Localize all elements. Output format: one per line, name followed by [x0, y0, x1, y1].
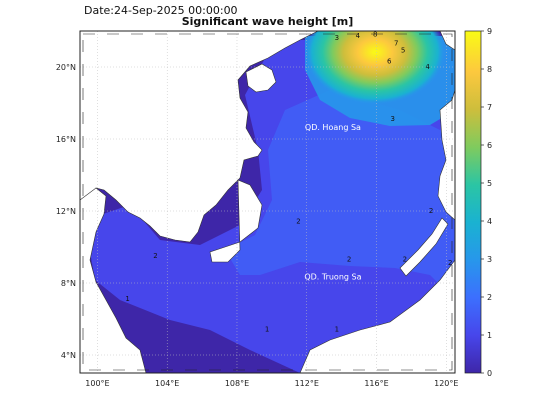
contour-label: 1 — [265, 326, 269, 334]
colorbar-tick-labels: 0 1 2 3 4 5 6 7 8 9 — [481, 27, 492, 378]
contour-label: 1 — [335, 326, 339, 334]
latitude-tick-label: 16°N — [56, 135, 76, 144]
contour-label: 2 — [347, 255, 351, 263]
latitude-tick-label: 8°N — [61, 279, 76, 288]
map-frame — [79, 30, 456, 374]
map-title: Significant wave height [m] — [181, 15, 354, 28]
latitude-tick-label: 20°N — [56, 63, 76, 72]
colorbar-tick-label: 8 — [487, 65, 492, 74]
map-frame-dashed — [82, 33, 453, 371]
contour-label: 3 — [335, 34, 339, 42]
contour-label: 2 — [429, 207, 433, 215]
land-palawan — [399, 217, 449, 277]
land-masses — [80, 31, 455, 373]
colorbar-tick-label: 6 — [487, 141, 492, 150]
contour-labels: 2 1 2 2 1 1 2 3 4 5 6 7 3 4 8 2 2 — [125, 30, 452, 334]
longitude-tick-label: 116°E — [364, 379, 388, 388]
contour-label: 2 — [448, 259, 452, 267]
contour-label: 2 — [403, 255, 407, 263]
longitude-tick-labels: 100°E 104°E 108°E 112°E 116°E 120°E — [85, 379, 458, 388]
colorbar-tick-label: 7 — [487, 103, 492, 112]
latitude-tick-labels: 4°N 8°N 12°N 16°N 20°N — [56, 63, 76, 360]
latitude-tick-label: 12°N — [56, 207, 76, 216]
colorbar — [464, 30, 482, 374]
contour-label: 1 — [125, 295, 129, 303]
contour-label: 8 — [373, 30, 377, 38]
colorbar-tick-label: 3 — [487, 255, 492, 264]
colorbar-tick-label: 5 — [487, 179, 492, 188]
longitude-tick-label: 120°E — [434, 379, 458, 388]
colorbar-tick-label: 0 — [487, 369, 492, 378]
land-malay-peninsula — [80, 187, 147, 373]
longitude-tick-label: 112°E — [295, 379, 319, 388]
place-labels: QD. Hoang Sa QD. Truong Sa — [304, 123, 361, 281]
land-taiwan — [439, 31, 455, 51]
date-label: Date:24-Sep-2025 00:00:00 — [84, 4, 238, 17]
longitude-tick-label: 104°E — [155, 379, 179, 388]
graticule — [80, 31, 455, 373]
contour-label: 6 — [387, 57, 392, 65]
land-borneo — [299, 259, 455, 373]
contour-label: 4 — [356, 32, 361, 40]
longitude-tick-label: 108°E — [225, 379, 249, 388]
contour-label: 2 — [296, 218, 300, 226]
colorbar-tick-label: 4 — [487, 217, 492, 226]
contour-label: 5 — [401, 47, 405, 55]
contour-label: 4 — [425, 63, 430, 71]
contour-label: 2 — [153, 252, 157, 260]
longitude-tick-label: 100°E — [85, 379, 109, 388]
land-hainan — [245, 63, 277, 93]
colorbar-tick-label: 2 — [487, 293, 492, 302]
ocean-band-2-3 — [225, 90, 455, 300]
storm-peak-area — [305, 31, 445, 104]
latitude-tick-label: 4°N — [61, 351, 76, 360]
contour-label: 3 — [390, 115, 394, 123]
colorbar-tick-label: 1 — [487, 331, 492, 340]
contour-label: 7 — [394, 39, 398, 47]
land-vietnam-south — [209, 179, 263, 263]
place-label: QD. Truong Sa — [304, 272, 361, 281]
place-label: QD. Hoang Sa — [305, 123, 361, 132]
map-area: 2 1 2 2 1 1 2 3 4 5 6 7 3 4 8 2 2 QD. Hoang Sa QD. Truong… — [80, 30, 455, 373]
colorbar-tick-label: 9 — [487, 27, 492, 36]
land-china — [80, 31, 319, 243]
